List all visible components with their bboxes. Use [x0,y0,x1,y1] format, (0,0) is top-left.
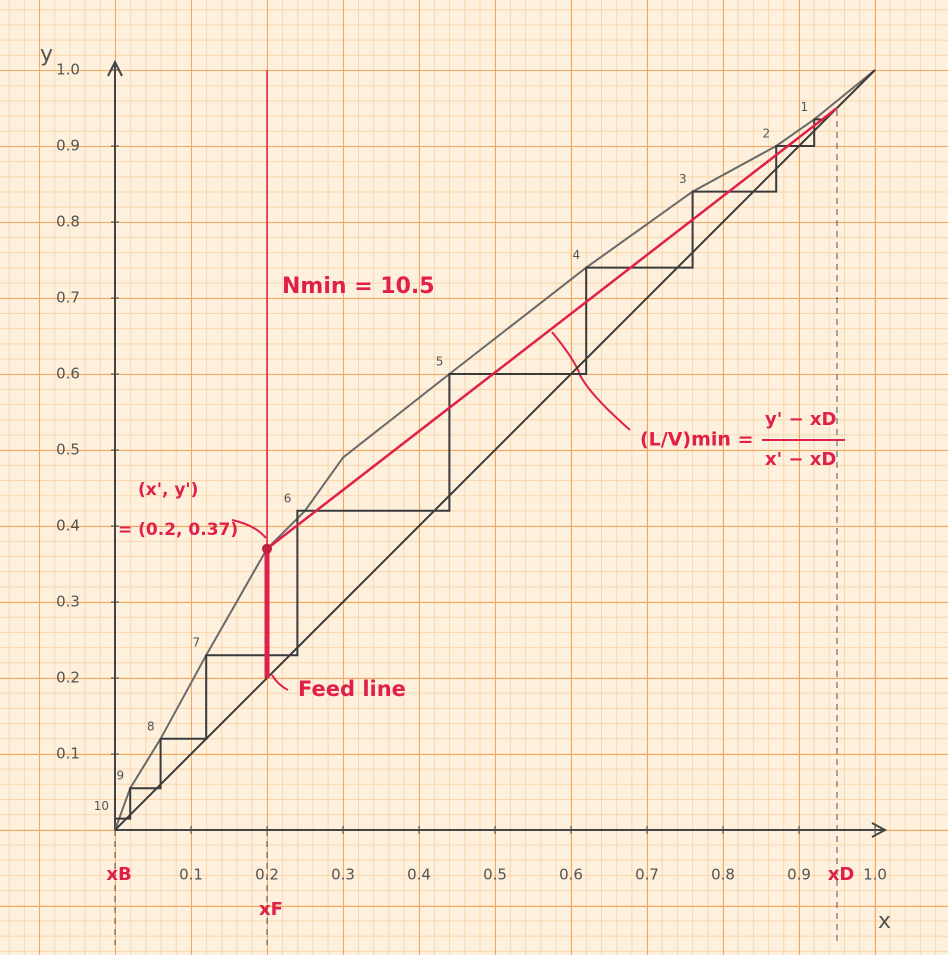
x-tick-label: 0.4 [407,866,431,884]
stage-label: 7 [193,636,201,650]
stage-label: 10 [94,799,109,813]
x-tick-label: 0.1 [179,866,203,884]
y-tick-label: 0.9 [56,137,80,155]
x-axis-label: x [878,909,891,934]
ratio-denominator: x' − xD [765,449,836,470]
x-tick-label: 0.5 [483,866,507,884]
series-line [115,70,875,830]
x-tick-label: 0.6 [559,866,583,884]
y-tick-label: 0.2 [56,669,80,687]
stage-label: 5 [436,355,444,369]
point-value: = (0.2, 0.37) [118,520,238,540]
y-axis-label: y [40,42,53,67]
marker-label: xB [106,864,131,885]
series-line [267,108,837,549]
marker-label: xF [259,899,283,920]
chart: y x Nmin = 10.5 (x', y') = (0.2, 0.37) F… [0,0,948,955]
feed-pointer [272,675,288,690]
stage-label: 1 [801,100,809,114]
series-line [115,119,826,818]
y-tick-label: 0.5 [56,441,80,459]
ratio-numerator: y' − xD [765,409,836,430]
point-name: (x', y') [138,480,198,500]
x-tick-label: 1.0 [863,866,887,884]
y-tick-label: 0.1 [56,745,80,763]
x-tick-label: 0.9 [787,866,811,884]
stage-label: 9 [117,769,125,783]
stage-label: 3 [679,172,687,186]
y-tick-label: 1.0 [56,61,80,79]
y-tick-label: 0.3 [56,593,80,611]
stage-label: 2 [763,127,771,141]
y-tick-label: 0.8 [56,213,80,231]
x-tick-label: 0.7 [635,866,659,884]
y-tick-label: 0.7 [56,289,80,307]
stage-label: 4 [573,248,581,262]
feed-label: Feed line [298,677,406,701]
x-tick-label: 0.3 [331,866,355,884]
y-tick-label: 0.4 [56,517,80,535]
nmin-label: Nmin = 10.5 [282,274,435,299]
stage-label: 8 [147,719,155,733]
y-tick-label: 0.6 [56,365,80,383]
page: y x Nmin = 10.5 (x', y') = (0.2, 0.37) F… [0,0,948,955]
marker-label: xD [828,864,855,885]
stage-label: 6 [284,491,292,505]
ratio-label: (L/V)min = [640,429,754,451]
point [262,544,272,554]
x-tick-label: 0.8 [711,866,735,884]
